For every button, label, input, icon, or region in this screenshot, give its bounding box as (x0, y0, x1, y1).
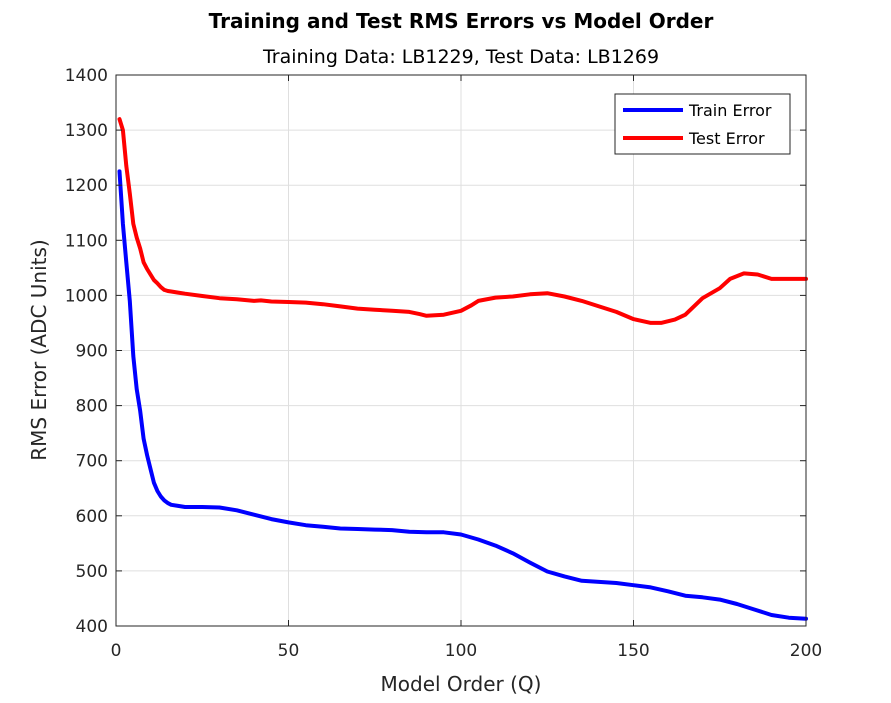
legend-box (614, 93, 791, 155)
y-tick-label: 800 (76, 397, 108, 417)
x-tick-label: 50 (278, 641, 300, 661)
y-tick-label: 1400 (65, 66, 108, 86)
series-line-test-error (117, 117, 808, 325)
y-tick-label: 700 (76, 452, 108, 472)
legend-label: Train Error (688, 101, 772, 120)
series-line-train-error (117, 169, 808, 621)
y-tick-label: 1000 (65, 286, 108, 306)
y-tick-label: 500 (76, 562, 108, 582)
ticks: 0 50 100 150 200 400 500 600 700 800 900 1000 1100 12… (65, 66, 822, 661)
y-tick-label: 1100 (65, 231, 108, 251)
y-axis-label: RMS Error (ADC Units) (27, 239, 51, 460)
x-tick-label: 150 (617, 641, 649, 661)
chart-title: Training and Test RMS Errors vs Model Or… (209, 9, 714, 33)
y-tick-label: 600 (76, 507, 108, 527)
x-tick-label: 200 (790, 641, 822, 661)
y-tick-label: 1200 (65, 176, 108, 196)
y-tick-label: 400 (76, 617, 108, 637)
series-layer (117, 117, 808, 621)
x-tick-label: 100 (445, 641, 477, 661)
y-tick-label: 900 (76, 342, 108, 362)
legend: Train Error Test Error (614, 93, 791, 155)
legend-label: Test Error (688, 129, 765, 148)
y-tick-label: 1300 (65, 121, 108, 141)
x-axis-label: Model Order (Q) (381, 672, 542, 696)
x-tick-label: 0 (111, 641, 122, 661)
chart-subtitle: Training Data: LB1229, Test Data: LB1269 (262, 46, 659, 68)
